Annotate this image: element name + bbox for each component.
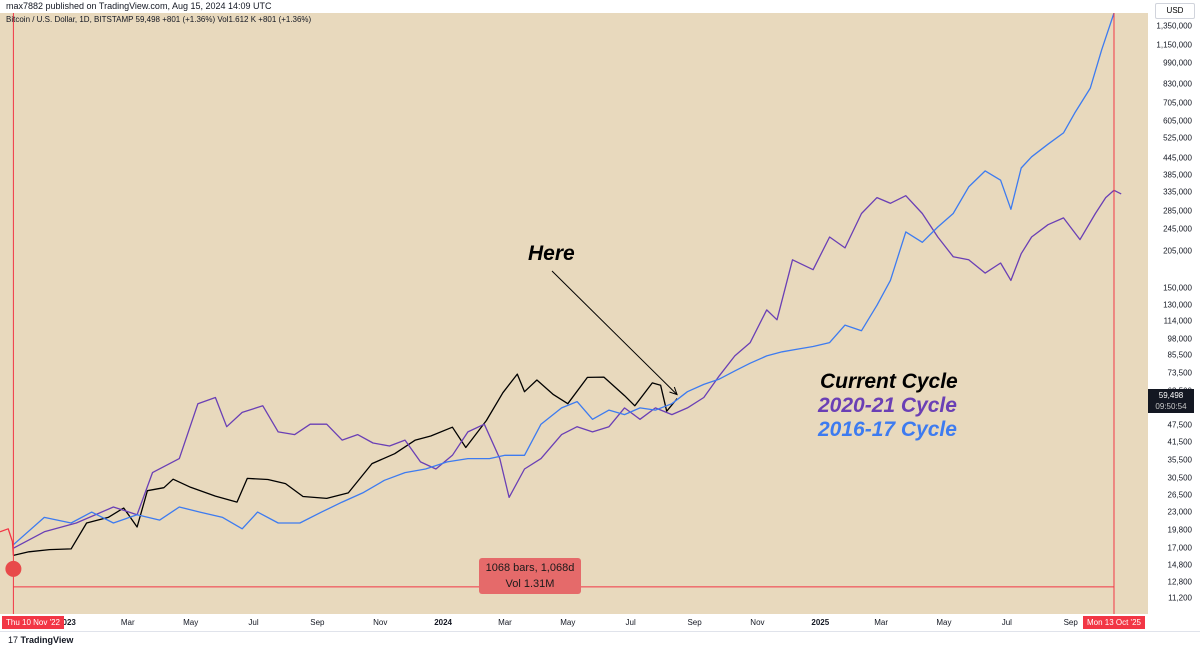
measure-info-box: 1068 bars, 1,068d Vol 1.31M — [479, 558, 581, 594]
x-tick-label: Mar — [120, 618, 135, 627]
legend-2020-21-cycle: 2020-21 Cycle — [818, 394, 957, 417]
y-tick-label: 19,800 — [1167, 525, 1192, 535]
x-tick-label: Mar — [498, 618, 512, 627]
tv-logo-icon: 17 — [8, 635, 21, 645]
series-line-2020-21-cycle — [13, 189, 1122, 549]
tradingview-logo[interactable]: 17 TradingView — [8, 635, 73, 645]
y-tick-label: 990,000 — [1163, 58, 1192, 68]
x-tick-label: Sep — [310, 618, 325, 627]
y-tick-label: 130,000 — [1163, 300, 1192, 310]
x-tick-label: Sep — [687, 618, 702, 627]
y-tick-label: 11,200 — [1168, 593, 1192, 603]
series-line-current-cycle — [13, 373, 678, 557]
legend-2016-17-cycle: 2016-17 Cycle — [818, 418, 957, 441]
x-tick-label: 2025 — [811, 618, 830, 627]
tv-logo-text: TradingView — [20, 635, 74, 645]
currency-selector[interactable]: USD — [1155, 3, 1195, 19]
legend-current-cycle: Current Cycle — [820, 370, 958, 393]
x-tick-label: May — [560, 618, 576, 627]
footer-bar: 17 TradingView — [0, 631, 1200, 649]
time-axis[interactable]: 2023 Mar May Jul Sep Nov 2024 Mar May Jul Sep Nov 20… — [0, 614, 1148, 631]
y-tick-label: 41,500 — [1167, 437, 1192, 447]
annotation-arrow — [551, 270, 678, 395]
y-tick-label: 17,000 — [1167, 543, 1192, 553]
x-tick-label: Jul — [625, 618, 636, 627]
y-tick-label: 114,000 — [1163, 316, 1192, 326]
y-tick-label: 245,000 — [1163, 224, 1192, 234]
y-tick-label: 1,150,000 — [1156, 40, 1192, 50]
x-tick-label: Mar — [874, 618, 888, 627]
annotation-here: Here — [528, 242, 575, 265]
measure-volume: Vol 1.31M — [505, 578, 555, 590]
x-tick-label: Nov — [750, 618, 765, 627]
publish-header: max7882 published on TradingView.com, Au… — [0, 0, 1200, 13]
y-tick-label: 830,000 — [1163, 79, 1192, 89]
x-flag-end-date: Mon 13 Oct '25 — [1082, 616, 1145, 629]
y-tick-label: 385,000 — [1163, 170, 1192, 180]
annotation-arrowhead — [669, 386, 678, 396]
x-tick-label: May — [936, 618, 952, 627]
chart-plot-area[interactable]: Bitcoin / U.S. Dollar, 1D, BITSTAMP 59,4… — [0, 13, 1148, 614]
last-price-tag: 59,498 09:50:54 — [1148, 389, 1194, 413]
cycle-start-marker — [5, 560, 22, 577]
x-flag-start-date: Thu 10 Nov '22 — [2, 616, 65, 629]
y-tick-label: 605,000 — [1163, 116, 1192, 126]
y-tick-label: 30,500 — [1167, 473, 1192, 483]
y-tick-label: 1,350,000 — [1156, 21, 1192, 31]
x-tick-label: May — [183, 618, 199, 627]
x-tick-label: Sep — [1063, 618, 1078, 627]
y-tick-label: 335,000 — [1163, 187, 1192, 197]
last-price-countdown: 09:50:54 — [1155, 402, 1187, 411]
y-tick-label: 98,000 — [1167, 334, 1192, 344]
x-tick-label: Nov — [373, 618, 388, 627]
x-tick-label: Jul — [1001, 618, 1012, 627]
y-tick-label: 12,800 — [1167, 577, 1192, 587]
publish-info: max7882 published on TradingView.com, Au… — [6, 1, 272, 11]
x-tick-label: 2023 — [58, 618, 76, 627]
y-tick-label: 445,000 — [1163, 153, 1192, 163]
y-tick-label: 26,500 — [1167, 490, 1192, 500]
y-tick-label: 47,500 — [1167, 420, 1192, 430]
y-tick-label: 23,000 — [1167, 507, 1192, 517]
y-tick-label: 205,000 — [1163, 246, 1192, 256]
measure-bars: 1068 bars, 1,068d — [485, 562, 575, 574]
price-chart[interactable] — [0, 13, 1148, 614]
y-tick-label: 73,500 — [1167, 368, 1192, 378]
y-tick-label: 35,500 — [1167, 455, 1192, 465]
y-tick-label: 14,800 — [1167, 560, 1192, 570]
symbol-legend: Bitcoin / U.S. Dollar, 1D, BITSTAMP 59,4… — [6, 15, 312, 24]
series-line-pre-start — [0, 528, 15, 556]
y-tick-label: 285,000 — [1163, 206, 1192, 216]
x-tick-label: Jul — [248, 618, 259, 627]
y-tick-label: 85,500 — [1167, 350, 1192, 360]
y-tick-label: 525,000 — [1163, 133, 1192, 143]
x-tick-label: 2024 — [434, 618, 453, 627]
price-axis[interactable]: 1,350,000 1,150,000 990,000 830,000 705,000 6… — [1148, 13, 1200, 614]
last-price-value: 59,498 — [1158, 391, 1184, 400]
y-tick-label: 150,000 — [1163, 283, 1192, 293]
y-tick-label: 705,000 — [1163, 98, 1192, 108]
series-line-2016-17-cycle — [12, 13, 1115, 546]
